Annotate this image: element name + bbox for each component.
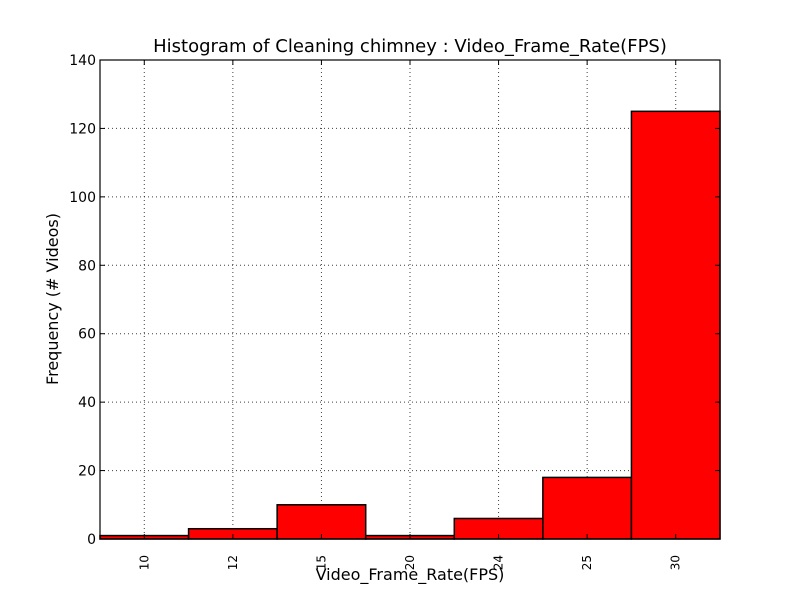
bar-25	[542, 476, 633, 540]
y-tick-label-5: 100	[69, 190, 96, 206]
x-tick-label-10: 10	[137, 555, 151, 570]
chart-title: Histogram of Cleaning chimney : Video_Fr…	[153, 36, 667, 57]
x-tick-label-20: 20	[403, 555, 417, 570]
y-axis-label: Frequency (# Videos)	[43, 213, 62, 385]
y-tick-label-6: 120	[69, 121, 96, 137]
y-tick-label-3: 60	[78, 327, 96, 343]
x-tick-label-24: 24	[492, 555, 506, 570]
bar-30	[630, 110, 721, 540]
x-tick-label-15: 15	[314, 555, 328, 570]
x-tick-label-30: 30	[669, 555, 683, 570]
y-tick-label-4: 80	[78, 258, 96, 274]
grid-lines	[100, 60, 720, 539]
y-tick-label-7: 140	[69, 53, 96, 69]
y-tick-label-1: 20	[78, 464, 96, 480]
plot-frame	[99, 59, 721, 540]
tick-labels: 0 20 40 60 80 100 120 140 10 12 15 20 24 25 30	[69, 53, 682, 570]
x-tick-label-12: 12	[226, 555, 240, 570]
x-tick-label-25: 25	[580, 555, 594, 570]
bar-15	[276, 504, 367, 540]
y-tick-label-2: 40	[78, 395, 96, 411]
y-tick-label-0: 0	[87, 532, 96, 548]
x-axis-label: Video_Frame_Rate(FPS)	[316, 565, 505, 585]
chart-axes	[99, 59, 721, 540]
